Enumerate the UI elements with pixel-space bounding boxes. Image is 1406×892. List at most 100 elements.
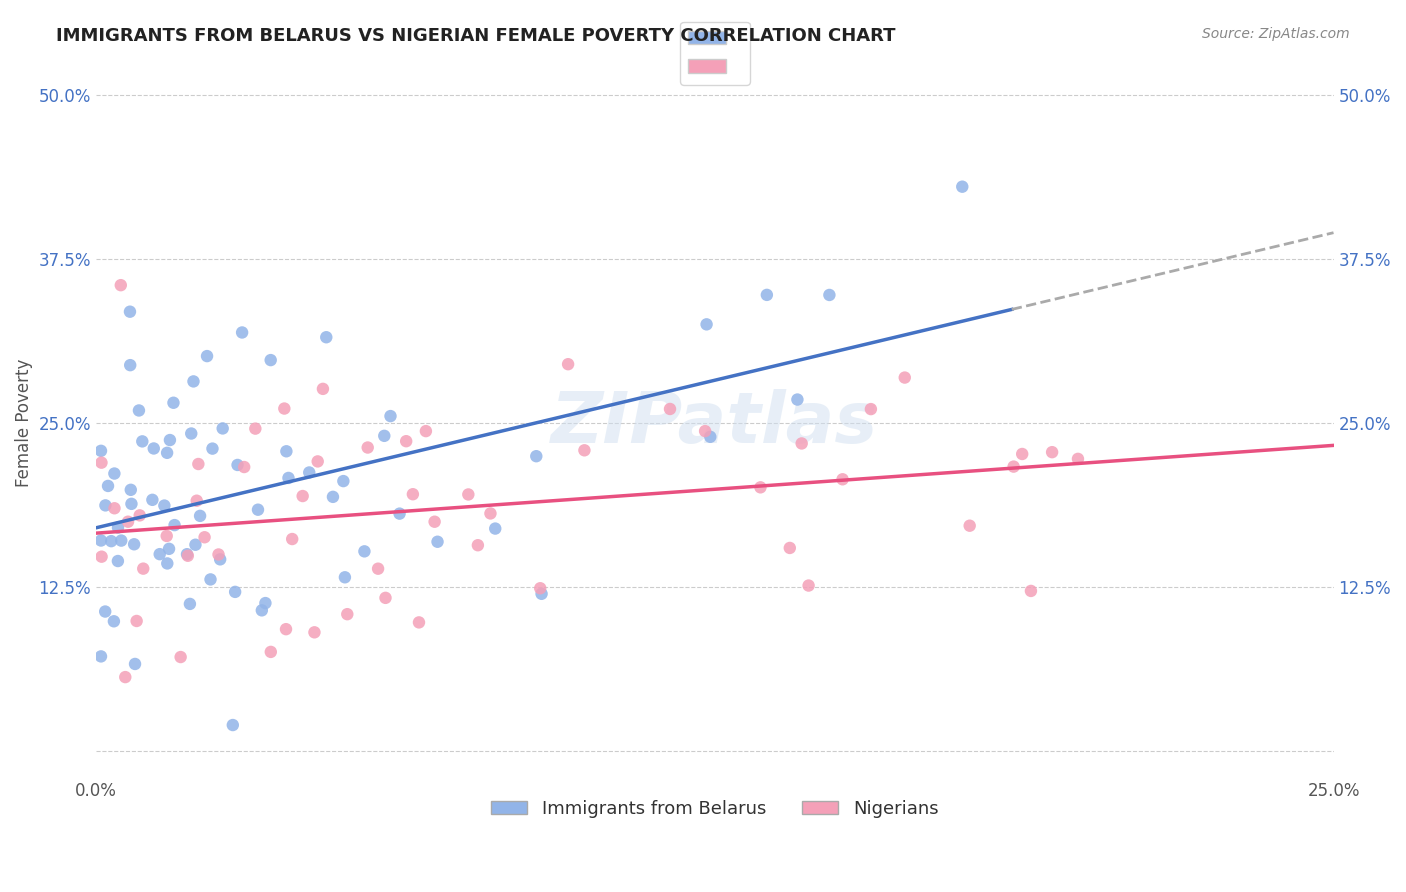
Nigerians [90,549,112,564]
Nigerians [457,487,479,501]
Immigrants from Belarus [211,421,233,435]
Immigrants from Belarus [100,534,122,549]
Nigerians [1011,447,1033,461]
Immigrants from Belarus [231,326,253,340]
Immigrants from Belarus [530,587,553,601]
Nigerians [187,457,209,471]
Nigerians [357,441,380,455]
Immigrants from Belarus [122,537,145,551]
Immigrants from Belarus [250,603,273,617]
Immigrants from Belarus [103,467,125,481]
Immigrants from Belarus [157,541,180,556]
Immigrants from Belarus [103,615,125,629]
Immigrants from Belarus [180,426,202,441]
Immigrants from Belarus [388,507,411,521]
Nigerians [117,515,139,529]
Nigerians [1002,459,1025,474]
Nigerians [374,591,396,605]
Nigerians [479,507,502,521]
Immigrants from Belarus [426,534,449,549]
Immigrants from Belarus [950,179,973,194]
Immigrants from Belarus [176,547,198,561]
Nigerians [367,562,389,576]
Nigerians [557,357,579,371]
Immigrants from Belarus [201,442,224,456]
Immigrants from Belarus [332,474,354,488]
Nigerians [233,460,256,475]
Nigerians [467,538,489,552]
Nigerians [260,645,283,659]
Immigrants from Belarus [163,518,186,533]
Nigerians [859,402,882,417]
Text: IMMIGRANTS FROM BELARUS VS NIGERIAN FEMALE POVERTY CORRELATION CHART: IMMIGRANTS FROM BELARUS VS NIGERIAN FEMA… [56,27,896,45]
Nigerians [103,501,125,516]
Nigerians [395,434,418,449]
Immigrants from Belarus [786,392,808,407]
Nigerians [749,480,772,494]
Immigrants from Belarus [94,605,117,619]
Immigrants from Belarus [90,649,112,664]
Nigerians [790,436,813,450]
Immigrants from Belarus [162,396,184,410]
Immigrants from Belarus [254,596,277,610]
Immigrants from Belarus [184,538,207,552]
Legend: Immigrants from Belarus, Nigerians: Immigrants from Belarus, Nigerians [484,793,946,825]
Nigerians [110,278,132,293]
Immigrants from Belarus [94,499,117,513]
Nigerians [304,625,326,640]
Immigrants from Belarus [131,434,153,449]
Immigrants from Belarus [699,430,721,444]
Nigerians [779,541,801,555]
Immigrants from Belarus [260,353,283,368]
Immigrants from Belarus [107,520,129,534]
Immigrants from Belarus [141,492,163,507]
Nigerians [336,607,359,622]
Nigerians [274,622,297,636]
Nigerians [169,650,191,665]
Nigerians [529,581,551,595]
Immigrants from Belarus [183,375,205,389]
Immigrants from Belarus [246,502,269,516]
Nigerians [291,489,314,503]
Immigrants from Belarus [755,288,778,302]
Text: ZIPatlas: ZIPatlas [551,389,879,458]
Nigerians [281,532,304,546]
Nigerians [312,382,335,396]
Immigrants from Belarus [149,547,172,561]
Nigerians [194,530,217,544]
Nigerians [693,424,716,438]
Immigrants from Belarus [120,497,142,511]
Immigrants from Belarus [90,533,112,548]
Nigerians [959,518,981,533]
Immigrants from Belarus [188,508,211,523]
Immigrants from Belarus [222,718,245,732]
Immigrants from Belarus [200,573,222,587]
Nigerians [177,549,200,563]
Nigerians [132,561,155,575]
Nigerians [114,670,136,684]
Immigrants from Belarus [298,466,321,480]
Immigrants from Belarus [118,304,141,318]
Immigrants from Belarus [333,570,356,584]
Immigrants from Belarus [696,318,718,332]
Nigerians [574,443,596,458]
Nigerians [423,515,446,529]
Immigrants from Belarus [818,288,841,302]
Nigerians [273,401,295,416]
Immigrants from Belarus [159,433,181,447]
Immigrants from Belarus [195,349,218,363]
Nigerians [1019,583,1042,598]
Immigrants from Belarus [124,657,146,671]
Y-axis label: Female Poverty: Female Poverty [15,359,32,487]
Nigerians [415,424,437,438]
Immigrants from Belarus [179,597,201,611]
Immigrants from Belarus [110,533,132,548]
Immigrants from Belarus [156,557,179,571]
Immigrants from Belarus [156,446,179,460]
Nigerians [893,370,915,384]
Immigrants from Belarus [524,449,547,463]
Immigrants from Belarus [353,544,375,558]
Immigrants from Belarus [120,358,142,372]
Nigerians [797,578,820,592]
Immigrants from Belarus [373,429,395,443]
